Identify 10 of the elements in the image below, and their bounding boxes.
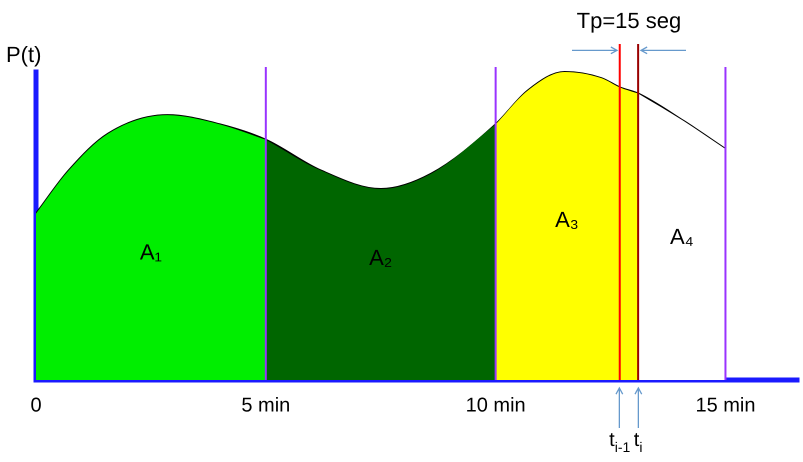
y-axis-title: P(t) (6, 42, 42, 67)
text: Tp=15 seg (576, 8, 682, 34)
series-label: A₃ (555, 207, 579, 232)
x-tick-label: 10 min (466, 394, 526, 417)
series-label: A₄ (670, 224, 694, 249)
x-tick-label: 0 (30, 394, 42, 417)
x-tick-label: 15 min (695, 394, 756, 417)
x-tick-label: 5 min (241, 394, 290, 417)
series-label: A₂ (369, 244, 392, 270)
series-label: A₁ (140, 239, 162, 264)
